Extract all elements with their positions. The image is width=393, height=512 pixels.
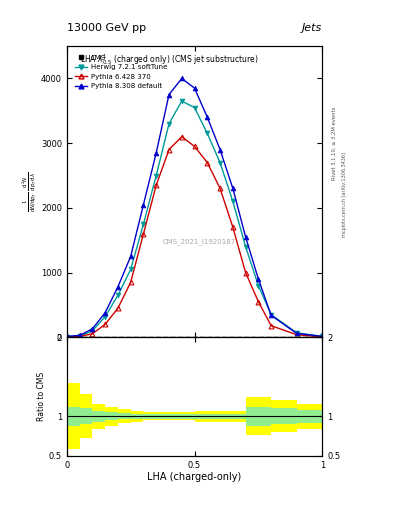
Text: mcplots.cern.ch [arXiv:1306.3436]: mcplots.cern.ch [arXiv:1306.3436] xyxy=(342,152,347,237)
Y-axis label: Ratio to CMS: Ratio to CMS xyxy=(37,372,46,421)
X-axis label: LHA (charged-only): LHA (charged-only) xyxy=(147,472,242,482)
Text: LHA $\lambda^{1}_{0.5}$ (charged only) (CMS jet substructure): LHA $\lambda^{1}_{0.5}$ (charged only) (… xyxy=(80,52,258,67)
Text: Jets: Jets xyxy=(302,23,322,33)
Y-axis label: $\frac{1}{\mathrm{d}N/\mathrm{d}p_T}$ $\frac{\mathrm{d}^2N}{\mathrm{d}p_T\,\math: $\frac{1}{\mathrm{d}N/\mathrm{d}p_T}$ $\… xyxy=(20,172,38,212)
Text: Rivet 3.1.10, ≥ 3.2M events: Rivet 3.1.10, ≥ 3.2M events xyxy=(332,106,337,180)
Text: 13000 GeV pp: 13000 GeV pp xyxy=(67,23,146,33)
Text: CMS_2021_I1920187: CMS_2021_I1920187 xyxy=(163,238,236,245)
Legend: CMS, Herwig 7.2.1 softTune, Pythia 6.428 370, Pythia 8.308 default: CMS, Herwig 7.2.1 softTune, Pythia 6.428… xyxy=(72,52,170,92)
